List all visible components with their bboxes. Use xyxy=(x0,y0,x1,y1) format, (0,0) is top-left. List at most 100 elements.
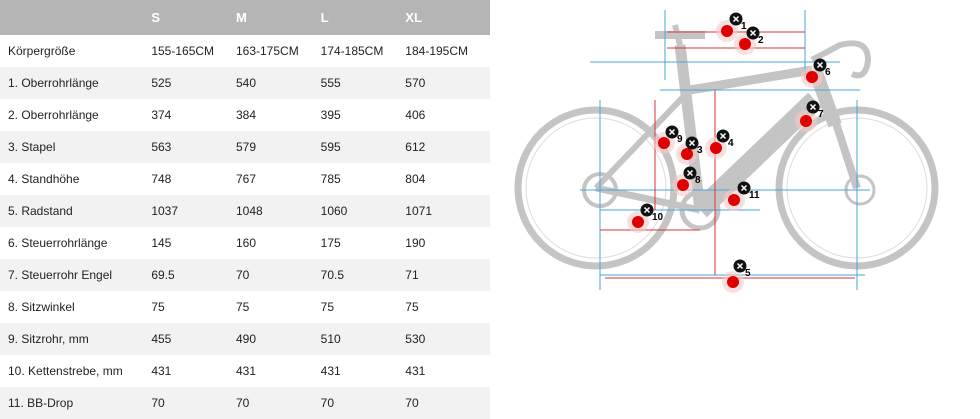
marker-dot xyxy=(658,137,670,149)
cell: 395 xyxy=(320,108,341,122)
cell: 612 xyxy=(405,131,490,163)
row-label: 6. Steuerrohrlänge xyxy=(8,236,108,250)
geometry-table: S M L XL Körpergröße 155-165CM 163-175CM 174-1… xyxy=(0,0,490,419)
cell: 70 xyxy=(235,259,321,291)
cell: 431 xyxy=(320,364,341,378)
cell: 555 xyxy=(320,67,406,99)
marker-x xyxy=(732,15,740,23)
cell: 431 xyxy=(151,364,172,378)
cell: 785 xyxy=(320,172,341,186)
cell: 145 xyxy=(151,236,172,250)
cell: 490 xyxy=(235,323,321,355)
markers: 12 3 4 5 6 7 8 9 10 11 xyxy=(627,12,831,293)
cell: 1037 xyxy=(151,195,236,227)
table-row: 4. Standhöhe 748 767 785 804 xyxy=(0,163,490,195)
table-row: 2. Oberrohrlänge 374 384 395 406 xyxy=(0,99,490,131)
header-cell: XL xyxy=(405,0,490,35)
cell: 804 xyxy=(405,172,426,186)
cell: 175 xyxy=(320,236,341,250)
cell: 70 xyxy=(151,387,236,419)
row-label: 5. Radstand xyxy=(0,195,152,227)
cell: 455 xyxy=(151,323,236,355)
cell: 190 xyxy=(405,236,426,250)
header-cell xyxy=(0,0,152,35)
marker-dot xyxy=(632,216,644,228)
marker-label: 3 xyxy=(697,145,703,156)
cell: 155-165CM xyxy=(151,44,215,58)
marker-x xyxy=(809,103,817,111)
cell: 595 xyxy=(320,131,406,163)
table-row: 6. Steuerrohrlänge 145 160 175 190 xyxy=(0,227,490,259)
cell: 71 xyxy=(405,259,490,291)
row-label: Körpergröße xyxy=(8,44,76,58)
table-row: 10. Kettenstrebe, mm 431 431 431 431 xyxy=(0,355,490,387)
cell: 184-195CM xyxy=(405,44,468,58)
cell: 767 xyxy=(235,172,257,186)
marker-x xyxy=(736,262,744,270)
marker-label: 5 xyxy=(745,268,751,279)
cell: 563 xyxy=(151,131,236,163)
marker-label: 2 xyxy=(758,35,764,46)
header-cell: L xyxy=(320,0,406,35)
marker-dot xyxy=(681,148,693,160)
marker-dot xyxy=(739,38,751,50)
marker-dot xyxy=(728,194,740,206)
marker-label: 6 xyxy=(825,67,831,78)
table-row: Körpergröße 155-165CM 163-175CM 174-185CM 18… xyxy=(0,35,490,67)
cell: 406 xyxy=(405,108,426,122)
cell: 75 xyxy=(320,300,334,314)
marker-label: 9 xyxy=(677,134,683,145)
cell: 75 xyxy=(405,300,419,314)
marker-dot xyxy=(800,115,812,127)
cell: 1071 xyxy=(405,195,490,227)
cell: 525 xyxy=(151,67,236,99)
table-row: 11. BB-Drop 70 70 70 70 xyxy=(0,387,490,419)
cell: 70 xyxy=(235,387,321,419)
marker-x xyxy=(740,184,748,192)
bike-diagram: 12 3 4 5 6 7 8 9 10 11 xyxy=(514,10,939,293)
table-row: 3. Stapel 563 579 595 612 xyxy=(0,131,490,163)
row-label: 9. Sitzrohr, mm xyxy=(0,323,152,355)
row-label: 11. BB-Drop xyxy=(0,387,152,419)
header-cell: M xyxy=(235,0,321,35)
cell: 75 xyxy=(235,300,250,314)
row-label: 4. Standhöhe xyxy=(8,172,80,186)
row-label: 10. Kettenstrebe, mm xyxy=(8,364,123,378)
marker-label: 4 xyxy=(728,138,734,149)
cell: 530 xyxy=(405,323,490,355)
table-row: 8. Sitzwinkel 75 75 75 75 xyxy=(0,291,490,323)
table-row: 9. Sitzrohr, mm 455 490 510 530 xyxy=(0,323,490,355)
cell: 70 xyxy=(405,387,490,419)
cell: 579 xyxy=(235,131,321,163)
marker-label: 8 xyxy=(695,175,701,186)
table-row: 1. Oberrohrlänge 525 540 555 570 xyxy=(0,67,490,99)
cell: 570 xyxy=(405,67,490,99)
marker-label: 1 xyxy=(741,21,747,32)
marker-x xyxy=(749,29,757,37)
row-label: 1. Oberrohrlänge xyxy=(0,67,152,99)
cell: 163-175CM xyxy=(235,44,299,58)
cell: 160 xyxy=(235,236,257,250)
marker-x xyxy=(688,139,696,147)
cell: 75 xyxy=(151,300,165,314)
cell: 174-185CM xyxy=(320,44,384,58)
table-body: Körpergröße 155-165CM 163-175CM 174-185CM 18… xyxy=(0,35,490,419)
cell: 1060 xyxy=(320,195,406,227)
cell: 1048 xyxy=(235,195,321,227)
row-label: 2. Oberrohrlänge xyxy=(8,108,99,122)
row-label: 7. Steuerrohr Engel xyxy=(0,259,152,291)
cell: 384 xyxy=(235,108,257,122)
cell: 431 xyxy=(405,364,426,378)
table-row: 7. Steuerrohr Engel 69.5 70 70.5 71 xyxy=(0,259,490,291)
marker-dot xyxy=(677,179,689,191)
cell: 69.5 xyxy=(151,259,236,291)
cell: 70.5 xyxy=(320,259,406,291)
cell: 748 xyxy=(151,172,172,186)
table-row: 5. Radstand 1037 1048 1060 1071 xyxy=(0,195,490,227)
marker-label: 10 xyxy=(652,212,664,223)
header-cell: S xyxy=(151,0,236,35)
marker-x xyxy=(686,169,694,177)
marker-label: 7 xyxy=(818,109,824,120)
marker-x xyxy=(719,132,727,140)
